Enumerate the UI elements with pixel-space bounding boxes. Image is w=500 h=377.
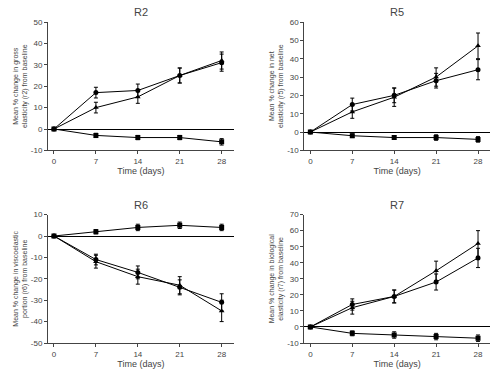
svg-text:-10: -10	[31, 146, 43, 155]
svg-text:60: 60	[290, 18, 299, 27]
svg-text:0: 0	[38, 125, 43, 134]
svg-text:10: 10	[290, 110, 299, 119]
svg-text:-40: -40	[31, 317, 43, 326]
svg-text:14: 14	[133, 350, 142, 359]
svg-text:21: 21	[175, 350, 184, 359]
svg-text:30: 30	[290, 275, 299, 284]
svg-text:0: 0	[52, 350, 57, 359]
svg-text:Time (days): Time (days)	[117, 359, 164, 369]
svg-text:0: 0	[52, 157, 57, 166]
svg-text:R5: R5	[390, 6, 404, 18]
svg-text:Mean % change in biologicalela: Mean % change in biologicalelasticity (r…	[268, 234, 285, 324]
svg-text:70: 70	[290, 210, 299, 219]
svg-text:50: 50	[33, 18, 42, 27]
svg-text:10: 10	[33, 103, 42, 112]
svg-text:-20: -20	[31, 275, 43, 284]
svg-text:0: 0	[308, 350, 313, 359]
svg-text:0: 0	[294, 323, 299, 332]
svg-text:Time (days): Time (days)	[117, 166, 164, 176]
svg-text:-10: -10	[287, 146, 299, 155]
svg-text:-50: -50	[31, 339, 43, 348]
svg-text:28: 28	[474, 350, 483, 359]
svg-text:0: 0	[308, 157, 313, 166]
svg-text:40: 40	[290, 259, 299, 268]
svg-text:0: 0	[294, 128, 299, 137]
svg-text:0: 0	[38, 232, 43, 241]
svg-text:7: 7	[94, 350, 99, 359]
svg-text:-10: -10	[31, 253, 43, 262]
svg-text:Mean % change in grosselastici: Mean % change in grosselasticity (r2) fr…	[12, 44, 29, 128]
svg-text:14: 14	[390, 157, 399, 166]
svg-text:R6: R6	[134, 199, 148, 211]
svg-text:R7: R7	[390, 199, 404, 211]
svg-text:-30: -30	[31, 296, 43, 305]
svg-text:7: 7	[350, 157, 355, 166]
svg-text:R2: R2	[134, 6, 148, 18]
svg-text:28: 28	[217, 350, 226, 359]
svg-text:20: 20	[33, 82, 42, 91]
svg-text:40: 40	[290, 54, 299, 63]
svg-text:14: 14	[390, 350, 399, 359]
svg-text:10: 10	[33, 210, 42, 219]
svg-text:21: 21	[175, 157, 184, 166]
svg-text:21: 21	[432, 350, 441, 359]
svg-text:21: 21	[432, 157, 441, 166]
svg-text:28: 28	[217, 157, 226, 166]
svg-text:20: 20	[290, 291, 299, 300]
svg-text:14: 14	[133, 157, 142, 166]
svg-text:28: 28	[474, 157, 483, 166]
svg-text:-10: -10	[287, 339, 299, 348]
svg-text:7: 7	[94, 157, 99, 166]
svg-text:40: 40	[33, 39, 42, 48]
svg-text:50: 50	[290, 36, 299, 45]
svg-text:Time (days): Time (days)	[374, 359, 421, 369]
svg-text:30: 30	[33, 61, 42, 70]
svg-text:Time (days): Time (days)	[374, 166, 421, 176]
svg-text:30: 30	[290, 73, 299, 82]
svg-text:60: 60	[290, 226, 299, 235]
svg-text:Mean % change in netelasticity: Mean % change in netelasticity (r5) from…	[268, 44, 285, 128]
svg-text:7: 7	[350, 350, 355, 359]
svg-text:20: 20	[290, 91, 299, 100]
svg-text:10: 10	[290, 307, 299, 316]
svg-text:50: 50	[290, 243, 299, 252]
svg-text:Mean % change in viscoelasticp: Mean % change in viscoelasticportion (r6…	[12, 230, 29, 326]
